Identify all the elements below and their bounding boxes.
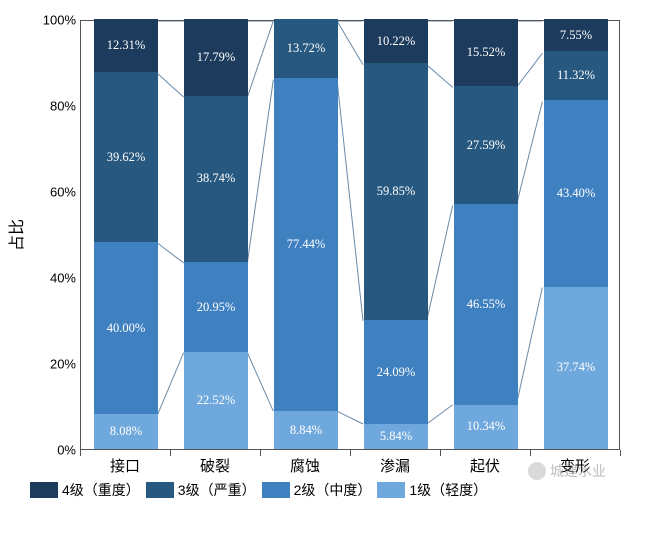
bars-layer: 12.31%39.62%40.00%8.08% 17.79%38.74%20.95… <box>81 21 619 449</box>
x-tick-mark <box>440 450 441 456</box>
legend-swatch <box>146 482 174 498</box>
legend-label: 2级（中度） <box>294 480 372 500</box>
bar-segment-level3: 39.62% <box>94 72 158 242</box>
bar-column: 13.72%77.44%8.84% <box>274 19 338 449</box>
legend-label: 4级（重度） <box>62 480 140 500</box>
bar-column: 7.55%11.32%43.40%37.74% <box>544 19 608 449</box>
bar-segment-level3: 27.59% <box>454 86 518 205</box>
bar-segment-level2: 24.09% <box>364 320 428 424</box>
legend: 4级（重度） 3级（严重） 2级（中度） 1级（轻度） <box>30 480 630 500</box>
legend-item-level2: 2级（中度） <box>262 480 372 500</box>
x-tick-mark <box>350 450 351 456</box>
legend-swatch <box>30 482 58 498</box>
x-tick-label: 渗漏 <box>380 455 410 476</box>
bar-segment-level1: 8.84% <box>274 411 338 449</box>
y-tick-label: 100% <box>26 13 76 28</box>
y-tick-label: 20% <box>26 357 76 372</box>
x-tick-mark <box>80 450 81 456</box>
legend-item-level3: 3级（严重） <box>146 480 256 500</box>
legend-swatch <box>262 482 290 498</box>
bar-column: 15.52%27.59%46.55%10.34% <box>454 19 518 449</box>
bar-segment-level1: 5.84% <box>364 424 428 449</box>
bar-column: 17.79%38.74%20.95%22.52% <box>184 19 248 449</box>
x-tick-mark <box>530 450 531 456</box>
watermark: 城建水业 <box>528 461 606 481</box>
plot-area: 12.31%39.62%40.00%8.08% 17.79%38.74%20.95… <box>80 20 620 450</box>
x-tick-label: 接口 <box>110 455 140 476</box>
bar-segment-level3: 13.72% <box>274 19 338 78</box>
x-tick-label: 破裂 <box>200 455 230 476</box>
bar-column: 12.31%39.62%40.00%8.08% <box>94 19 158 449</box>
bar-segment-level3: 11.32% <box>544 51 608 100</box>
bar-segment-level1: 22.52% <box>184 352 248 449</box>
bar-segment-level3: 59.85% <box>364 63 428 320</box>
chart-container: 占比 0% 20% 40% 60% 80% 100% 12.31%39.62%40.00%… <box>0 0 646 537</box>
y-tick-label: 40% <box>26 271 76 286</box>
bar-segment-level2: 20.95% <box>184 262 248 352</box>
legend-item-level4: 4级（重度） <box>30 480 140 500</box>
y-tick-label: 80% <box>26 99 76 114</box>
legend-label: 3级（严重） <box>178 480 256 500</box>
bar-segment-level4: 10.22% <box>364 19 428 63</box>
bar-segment-level1: 10.34% <box>454 405 518 449</box>
x-tick-mark <box>170 450 171 456</box>
bar-segment-level4: 15.52% <box>454 19 518 86</box>
x-tick-label: 腐蚀 <box>290 455 320 476</box>
legend-swatch <box>377 482 405 498</box>
legend-item-level1: 1级（轻度） <box>377 480 487 500</box>
y-tick-label: 60% <box>26 185 76 200</box>
bar-segment-level4: 17.79% <box>184 19 248 95</box>
bar-segment-level4: 12.31% <box>94 19 158 72</box>
x-tick-mark <box>260 450 261 456</box>
x-tick-label: 起伏 <box>470 455 500 476</box>
y-axis-title: 占比 <box>3 219 27 251</box>
bar-segment-level2: 46.55% <box>454 204 518 404</box>
y-tick-label: 0% <box>26 443 76 458</box>
watermark-icon <box>528 462 546 480</box>
bar-segment-level1: 8.08% <box>94 414 158 449</box>
bar-segment-level2: 43.40% <box>544 100 608 287</box>
x-tick-mark <box>620 450 621 456</box>
bar-column: 10.22%59.85%24.09%5.84% <box>364 19 428 449</box>
bar-segment-level1: 37.74% <box>544 287 608 449</box>
watermark-text: 城建水业 <box>550 461 606 481</box>
bar-segment-level2: 77.44% <box>274 78 338 411</box>
bar-segment-level4: 7.55% <box>544 19 608 51</box>
bar-segment-level2: 40.00% <box>94 242 158 414</box>
legend-label: 1级（轻度） <box>409 480 487 500</box>
bar-segment-level3: 38.74% <box>184 96 248 263</box>
